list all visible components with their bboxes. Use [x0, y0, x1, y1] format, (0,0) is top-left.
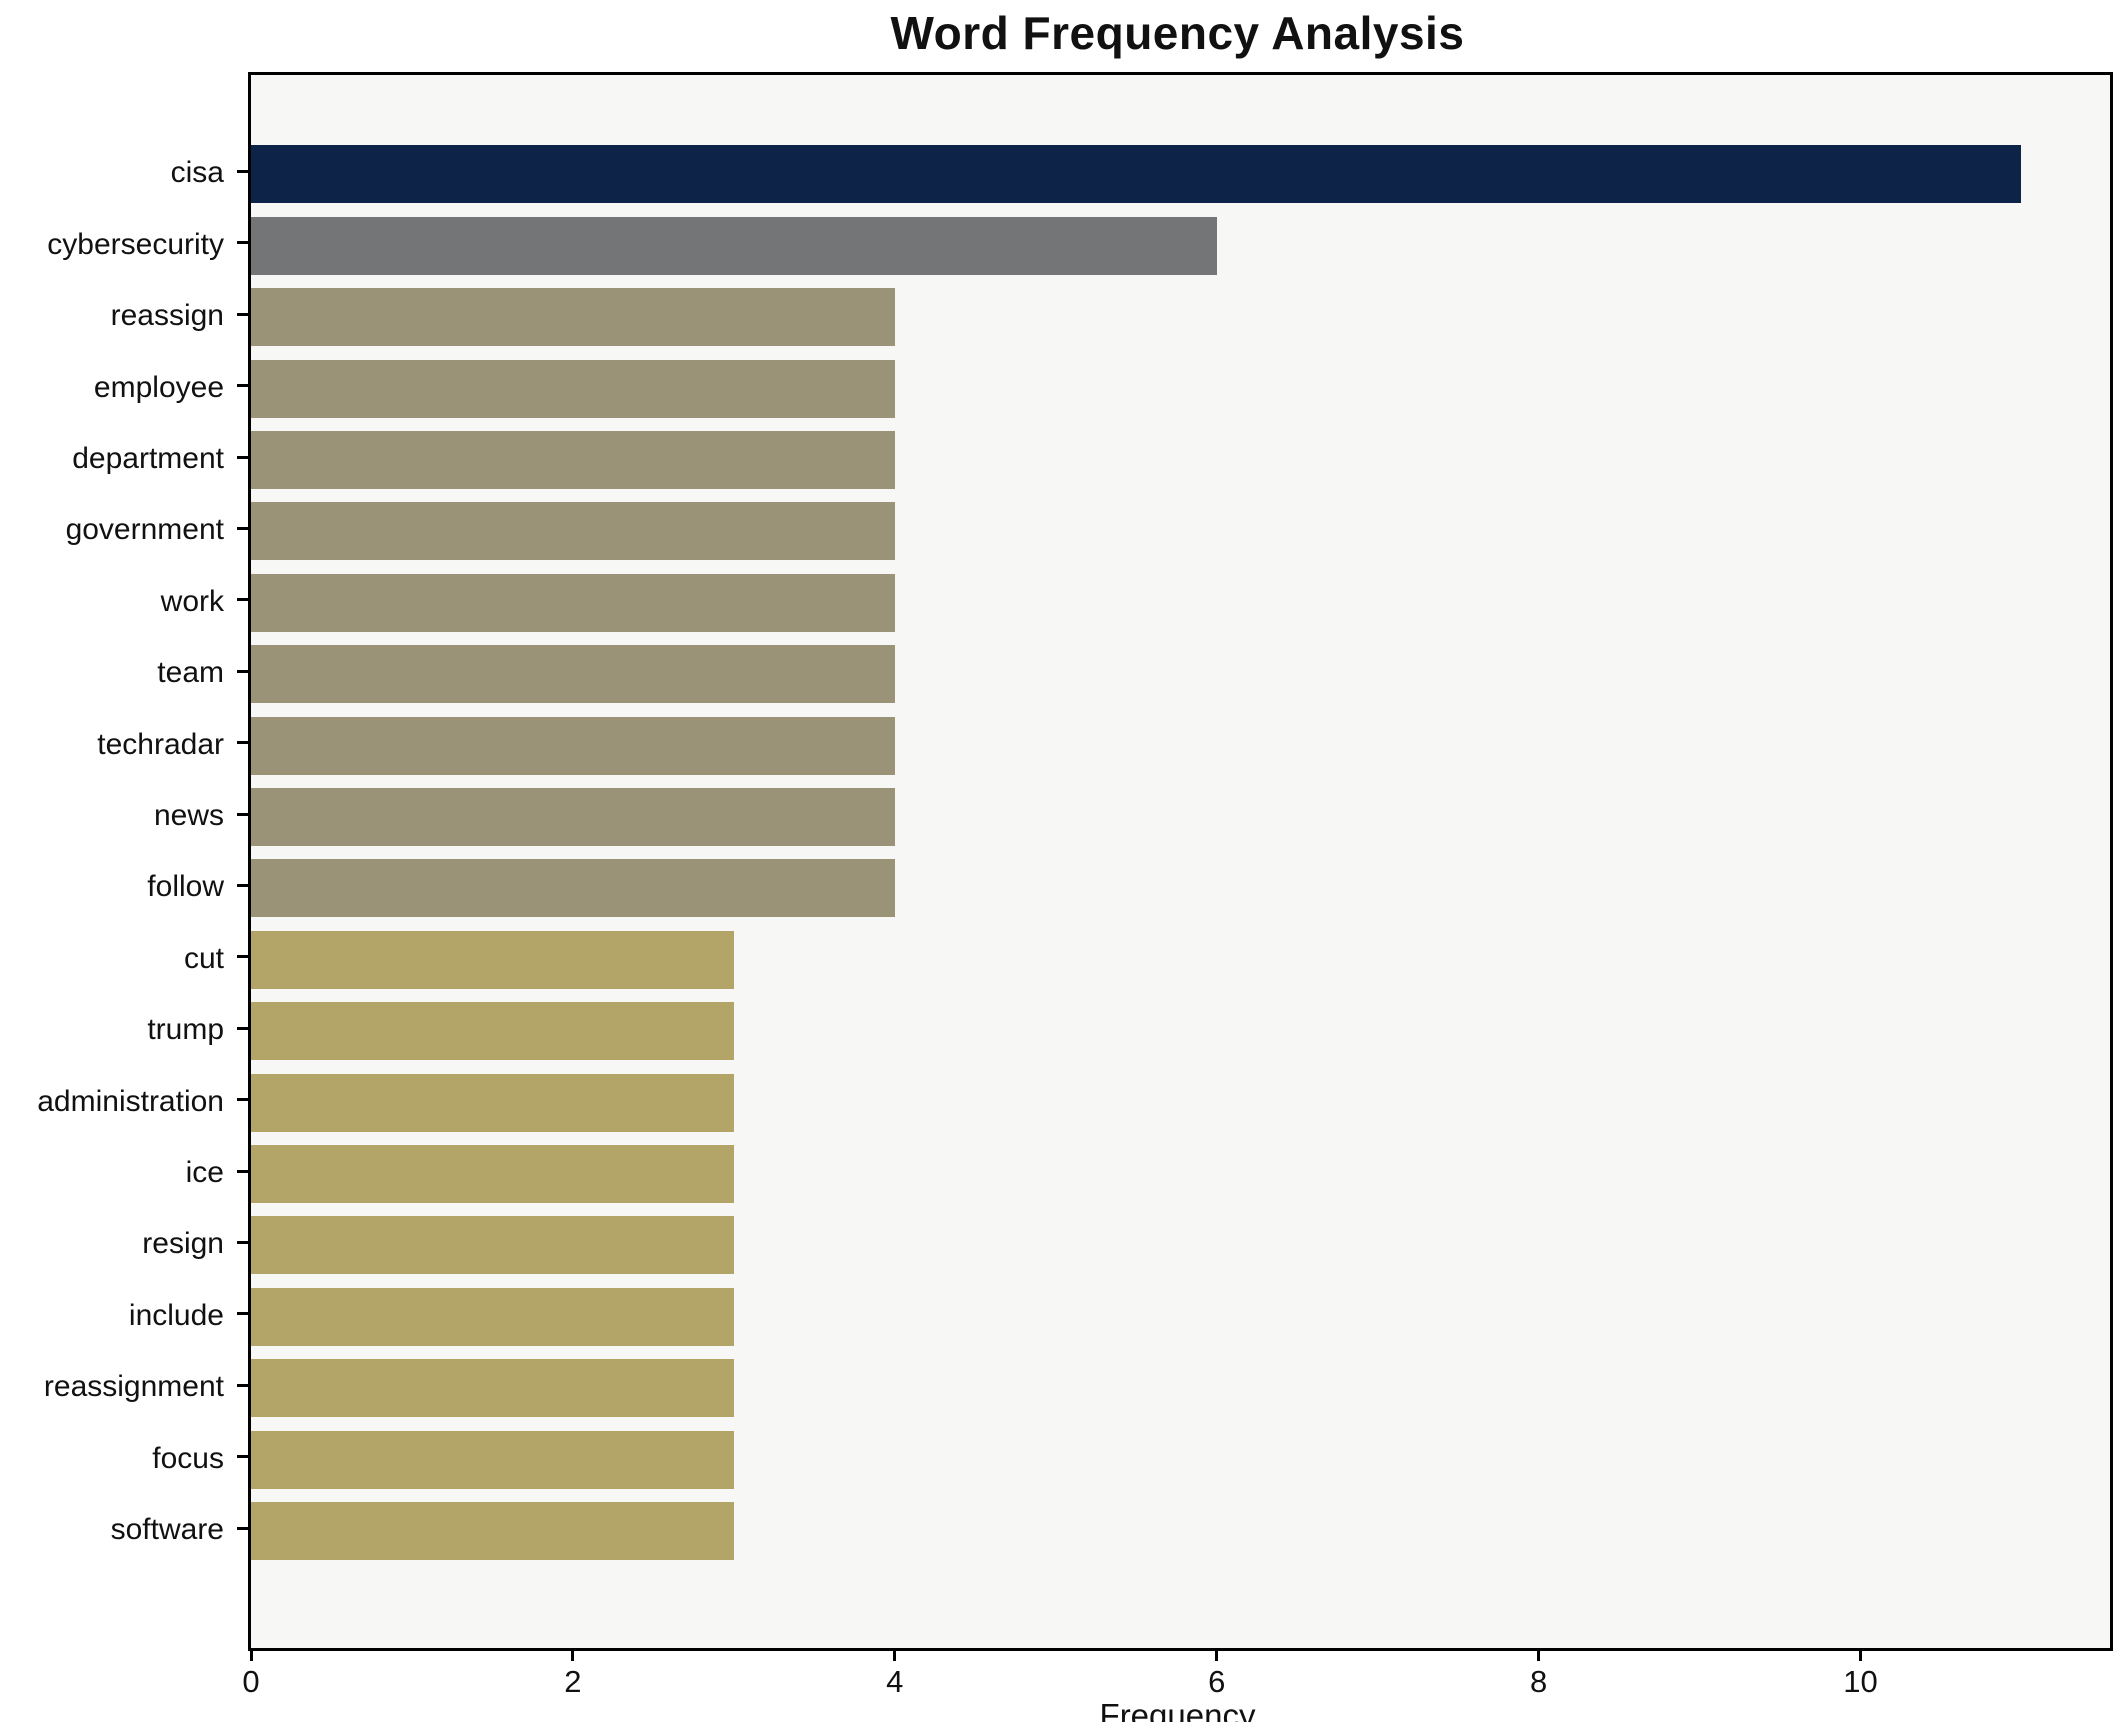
y-tick-label-team: team [157, 656, 224, 690]
y-tick-mark [237, 883, 248, 887]
y-tick-mark [237, 955, 248, 959]
y-tick-mark [237, 1026, 248, 1030]
bar-news [251, 788, 895, 846]
x-tick-mark [1215, 1648, 1219, 1661]
bar-ice [251, 1145, 734, 1203]
bar-employee [251, 359, 895, 418]
y-tick-label-include: include [128, 1298, 224, 1332]
bar-cut [251, 930, 734, 989]
bar-government [251, 502, 895, 561]
y-tick-mark [237, 1455, 248, 1459]
y-tick-label-ice: ice [185, 1156, 224, 1189]
y-tick-label-cybersecurity: cybersecurity [47, 227, 224, 261]
y-tick-label-cut: cut [183, 941, 224, 975]
x-tick-label-8: 8 [1529, 1664, 1548, 1699]
y-tick-label-administration: administration [37, 1084, 224, 1118]
x-tick-label-2: 2 [564, 1664, 582, 1699]
y-tick-label-techradar: techradar [97, 727, 224, 761]
bar-team [251, 645, 895, 704]
y-tick-mark [237, 1526, 248, 1530]
x-tick-label-4: 4 [886, 1664, 904, 1699]
y-tick-mark [237, 741, 248, 745]
x-tick-mark [571, 1648, 575, 1661]
bar-work [251, 573, 895, 632]
y-tick-label-government: government [65, 513, 224, 547]
bar-reassignment [251, 1359, 734, 1418]
bar-software [251, 1502, 734, 1560]
y-tick-mark [237, 169, 248, 173]
y-tick-label-resign: resign [142, 1227, 224, 1261]
x-tick-label-10: 10 [1843, 1664, 1878, 1699]
x-tick-mark [893, 1648, 897, 1661]
y-tick-label-reassign: reassign [110, 299, 224, 333]
y-tick-label-cisa: cisa [170, 156, 224, 190]
y-tick-mark [237, 526, 248, 530]
x-tick-label-6: 6 [1208, 1664, 1226, 1699]
y-tick-mark [237, 1169, 248, 1173]
y-tick-label-department: department [72, 442, 224, 475]
bar-reassign [251, 288, 895, 347]
bar-resign [251, 1216, 734, 1275]
y-tick-mark [237, 1098, 248, 1102]
y-tick-label-follow: follow [147, 870, 224, 904]
bar-follow [251, 859, 895, 918]
y-tick-label-focus: focus [152, 1441, 224, 1475]
y-tick-label-work: work [160, 584, 224, 618]
bar-administration [251, 1073, 734, 1132]
bar-cybersecurity [251, 216, 1217, 275]
y-tick-mark [237, 598, 248, 602]
chart-title: Word Frequency Analysis [890, 7, 1465, 59]
plot-area [248, 72, 2113, 1651]
bar-cisa [251, 145, 2022, 204]
y-tick-mark [237, 455, 248, 459]
x-axis-label: Frequency [1099, 1697, 1256, 1722]
y-tick-label-news: news [153, 799, 224, 832]
y-tick-mark [237, 669, 248, 673]
bar-techradar [251, 716, 895, 775]
x-tick-mark [1859, 1648, 1863, 1661]
y-tick-mark [237, 312, 248, 316]
bar-department [251, 431, 895, 489]
bar-include [251, 1287, 734, 1346]
x-tick-label-0: 0 [242, 1664, 260, 1699]
y-tick-mark [237, 1312, 248, 1316]
y-tick-label-trump: trump [147, 1013, 224, 1047]
y-tick-label-employee: employee [93, 370, 224, 404]
x-tick-mark [1537, 1648, 1541, 1661]
y-tick-mark [237, 1383, 248, 1387]
bar-focus [251, 1430, 734, 1489]
bar-trump [251, 1002, 734, 1061]
y-tick-mark [237, 812, 248, 816]
y-tick-label-reassignment: reassignment [43, 1370, 224, 1404]
y-tick-mark [237, 241, 248, 245]
y-tick-label-software: software [110, 1513, 224, 1546]
x-tick-mark [249, 1648, 253, 1661]
y-tick-mark [237, 1240, 248, 1244]
y-tick-mark [237, 384, 248, 388]
